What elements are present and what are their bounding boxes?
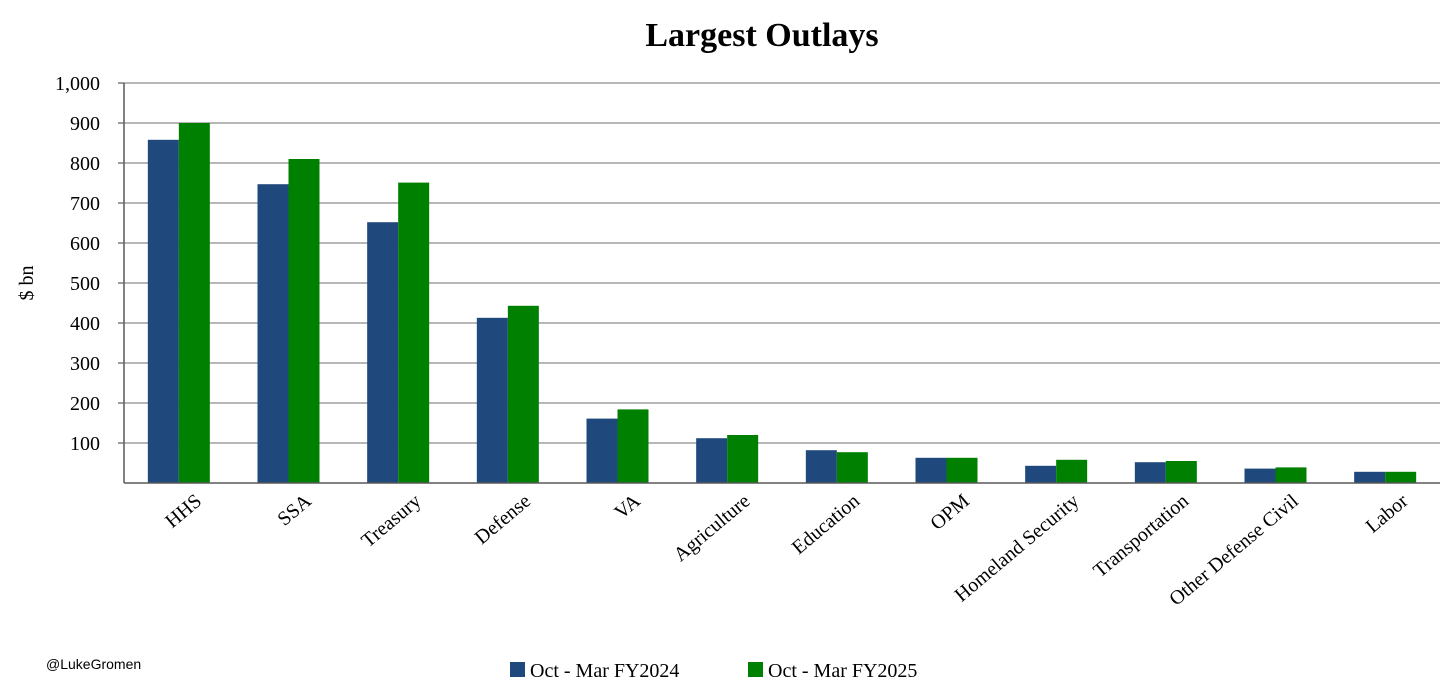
legend: Oct - Mar FY2024 Oct - Mar FY2025 bbox=[510, 660, 917, 682]
x-tick-label: Transportation bbox=[1089, 490, 1193, 582]
x-tick-label: Agriculture bbox=[670, 490, 755, 566]
y-tick-label: 900 bbox=[70, 113, 100, 135]
bar bbox=[586, 418, 618, 483]
bar bbox=[257, 184, 289, 483]
bar bbox=[507, 305, 539, 483]
y-tick-label: 600 bbox=[70, 233, 100, 255]
chart-title: Largest Outlays bbox=[645, 17, 878, 54]
bar bbox=[288, 159, 320, 483]
bar bbox=[367, 222, 399, 483]
bar bbox=[147, 139, 179, 484]
bar bbox=[946, 457, 978, 483]
bar bbox=[398, 182, 430, 483]
x-tick-label: Treasury bbox=[357, 490, 425, 552]
y-tick-label: 300 bbox=[70, 353, 100, 375]
x-tick-label: VA bbox=[610, 490, 645, 524]
legend-swatch bbox=[510, 662, 525, 677]
bar bbox=[1385, 471, 1417, 483]
bar bbox=[1134, 462, 1166, 483]
x-tick-label: Defense bbox=[471, 490, 535, 549]
bar bbox=[1354, 471, 1386, 483]
y-tick-label: 700 bbox=[70, 193, 100, 215]
bar bbox=[1275, 467, 1307, 483]
bar bbox=[476, 317, 508, 483]
bar bbox=[1056, 459, 1088, 483]
bar bbox=[1244, 468, 1276, 483]
y-tick-label: 100 bbox=[70, 433, 100, 455]
y-tick-label: 400 bbox=[70, 313, 100, 335]
y-tick-label: 800 bbox=[70, 153, 100, 175]
bar bbox=[805, 450, 837, 483]
bar bbox=[836, 452, 868, 483]
bar bbox=[1025, 465, 1057, 483]
y-axis-label: $ bn bbox=[16, 266, 38, 301]
legend-label: Oct - Mar FY2024 bbox=[530, 660, 679, 682]
x-tick-label: OPM bbox=[926, 490, 974, 535]
x-tick-label: SSA bbox=[273, 490, 316, 531]
bar bbox=[696, 438, 728, 483]
credit-watermark: @LukeGromen bbox=[46, 656, 142, 672]
gridlines bbox=[124, 82, 1440, 444]
bars bbox=[147, 123, 1417, 484]
x-tick-label: Labor bbox=[1362, 490, 1413, 538]
bar bbox=[915, 457, 947, 483]
legend-label: Oct - Mar FY2025 bbox=[768, 660, 917, 682]
bar bbox=[727, 435, 759, 483]
y-tick-label: 500 bbox=[70, 273, 100, 295]
x-tick-label: HHS bbox=[161, 490, 206, 533]
y-tick-label: 200 bbox=[70, 393, 100, 415]
bar bbox=[617, 409, 649, 483]
legend-swatch bbox=[748, 662, 763, 677]
bar bbox=[1165, 461, 1197, 483]
x-tick-label: Education bbox=[788, 490, 864, 559]
bar bbox=[178, 123, 210, 483]
y-tick-label: 1,000 bbox=[55, 73, 100, 95]
